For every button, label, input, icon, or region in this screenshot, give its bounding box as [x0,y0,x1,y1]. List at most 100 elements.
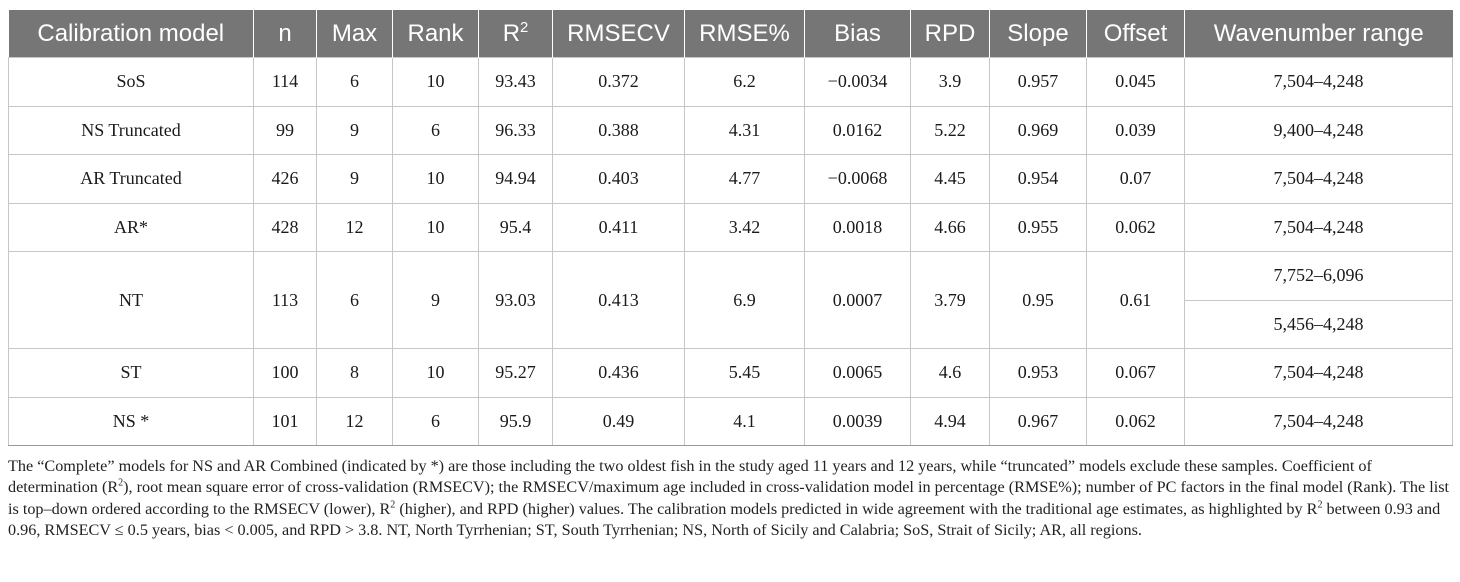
cell-rmsecv: 0.403 [552,154,685,204]
cell-rmse-pct: 6.9 [684,251,805,349]
caption-part-4: between 0.93 and 0.96, RMSECV ≤ 0.5 year… [8,499,1441,540]
cell-slope: 0.967 [989,396,1087,446]
cell-offset: 0.61 [1086,251,1185,349]
cell-model: NS * [8,396,254,446]
cell-rpd: 5.22 [910,105,990,155]
table-row: NS * 101 12 6 95.9 0.49 4.1 0.0039 4.94 … [8,396,1453,446]
header-offset: Offset [1086,10,1185,58]
cell-rmse-pct: 5.45 [684,348,805,398]
cell-rank: 10 [392,57,479,107]
cell-bias: −0.0034 [804,57,911,107]
caption-part-2: ), root mean square error of cross-valid… [8,478,1450,518]
cell-rank: 10 [392,202,479,252]
cell-rpd: 4.6 [910,348,990,398]
cell-r2: 93.03 [478,251,553,349]
cell-bias: 0.0007 [804,251,911,349]
cell-offset: 0.067 [1086,348,1185,398]
cell-slope: 0.969 [989,105,1087,155]
cell-rank: 10 [392,348,479,398]
caption-sup-1: 2 [118,478,124,490]
header-r2-base: R [502,19,521,47]
cell-slope: 0.957 [989,57,1087,107]
cell-wavenumber: 5,456–4,248 [1184,299,1453,349]
header-rank: Rank [392,10,479,58]
cell-wavenumber: 9,400–4,248 [1184,105,1453,155]
cell-rmse-pct: 4.1 [684,396,805,446]
table-row: NS Truncated 99 9 6 96.33 0.388 4.31 0.0… [8,105,1453,155]
cell-n: 428 [253,202,317,252]
cell-n: 113 [253,251,317,349]
cell-max: 9 [316,154,393,204]
header-slope: Slope [989,10,1087,58]
header-bias: Bias [804,10,911,58]
cell-model: AR* [8,202,254,252]
header-n: n [253,10,317,58]
cell-slope: 0.954 [989,154,1087,204]
table-row: NT 113 6 9 93.03 0.413 6.9 0.0007 3.79 0… [8,251,1453,349]
cell-bias: 0.0162 [804,105,911,155]
table-caption: The “Complete” models for NS and AR Comb… [8,456,1452,542]
calibration-table: Calibration model n Max Rank R2 RMSECV R… [8,10,1453,446]
cell-n: 426 [253,154,317,204]
cell-rpd: 4.66 [910,202,990,252]
table-header-row: Calibration model n Max Rank R2 RMSECV R… [8,10,1453,58]
header-rmsecv: RMSECV [552,10,685,58]
cell-max: 6 [316,251,393,349]
cell-rpd: 4.45 [910,154,990,204]
cell-max: 8 [316,348,393,398]
table-row: AR Truncated 426 9 10 94.94 0.403 4.77 −… [8,154,1453,204]
cell-wavenumber: 7,504–4,248 [1184,396,1453,446]
cell-r2: 95.27 [478,348,553,398]
header-r2-sup: 2 [520,19,529,36]
header-r2: R2 [478,10,553,58]
cell-n: 101 [253,396,317,446]
cell-bias: −0.0068 [804,154,911,204]
cell-rmsecv: 0.436 [552,348,685,398]
cell-r2: 95.9 [478,396,553,446]
cell-wavenumber: 7,504–4,248 [1184,154,1453,204]
cell-offset: 0.07 [1086,154,1185,204]
caption-sup-2: 2 [390,499,396,511]
header-rpd: RPD [910,10,990,58]
cell-max: 12 [316,202,393,252]
cell-max: 9 [316,105,393,155]
cell-n: 99 [253,105,317,155]
cell-slope: 0.953 [989,348,1087,398]
cell-bias: 0.0065 [804,348,911,398]
cell-rank: 9 [392,251,479,349]
cell-wavenumber: 7,504–4,248 [1184,202,1453,252]
cell-model: NS Truncated [8,105,254,155]
cell-model: ST [8,348,254,398]
cell-max: 12 [316,396,393,446]
cell-rank: 6 [392,105,479,155]
cell-rmsecv: 0.49 [552,396,685,446]
cell-r2: 94.94 [478,154,553,204]
cell-r2: 95.4 [478,202,553,252]
cell-rpd: 4.94 [910,396,990,446]
cell-rank: 10 [392,154,479,204]
caption-part-1: The “Complete” models for NS and AR Comb… [8,457,1372,497]
cell-r2: 93.43 [478,57,553,107]
cell-offset: 0.062 [1086,396,1185,446]
cell-rmse-pct: 4.77 [684,154,805,204]
cell-model: NT [8,251,254,349]
table-row: 5,456–4,248 [9,299,1453,349]
cell-rmsecv: 0.372 [552,57,685,107]
cell-wavenumber: 7,504–4,248 [1184,348,1453,398]
cell-bias: 0.0039 [804,396,911,446]
cell-n: 100 [253,348,317,398]
cell-model: AR Truncated [8,154,254,204]
cell-slope: 0.95 [989,251,1087,349]
cell-rmsecv: 0.413 [552,251,685,349]
cell-rpd: 3.79 [910,251,990,349]
cell-offset: 0.062 [1086,202,1185,252]
cell-n: 114 [253,57,317,107]
cell-slope: 0.955 [989,202,1087,252]
cell-r2: 96.33 [478,105,553,155]
cell-offset: 0.045 [1086,57,1185,107]
table-row: SoS 114 6 10 93.43 0.372 6.2 −0.0034 3.9… [8,57,1453,107]
caption-sup-3: 2 [1317,499,1323,511]
cell-rmse-pct: 3.42 [684,202,805,252]
table-row: ST 100 8 10 95.27 0.436 5.45 0.0065 4.6 … [8,348,1453,398]
header-calibration-model: Calibration model [8,10,254,58]
